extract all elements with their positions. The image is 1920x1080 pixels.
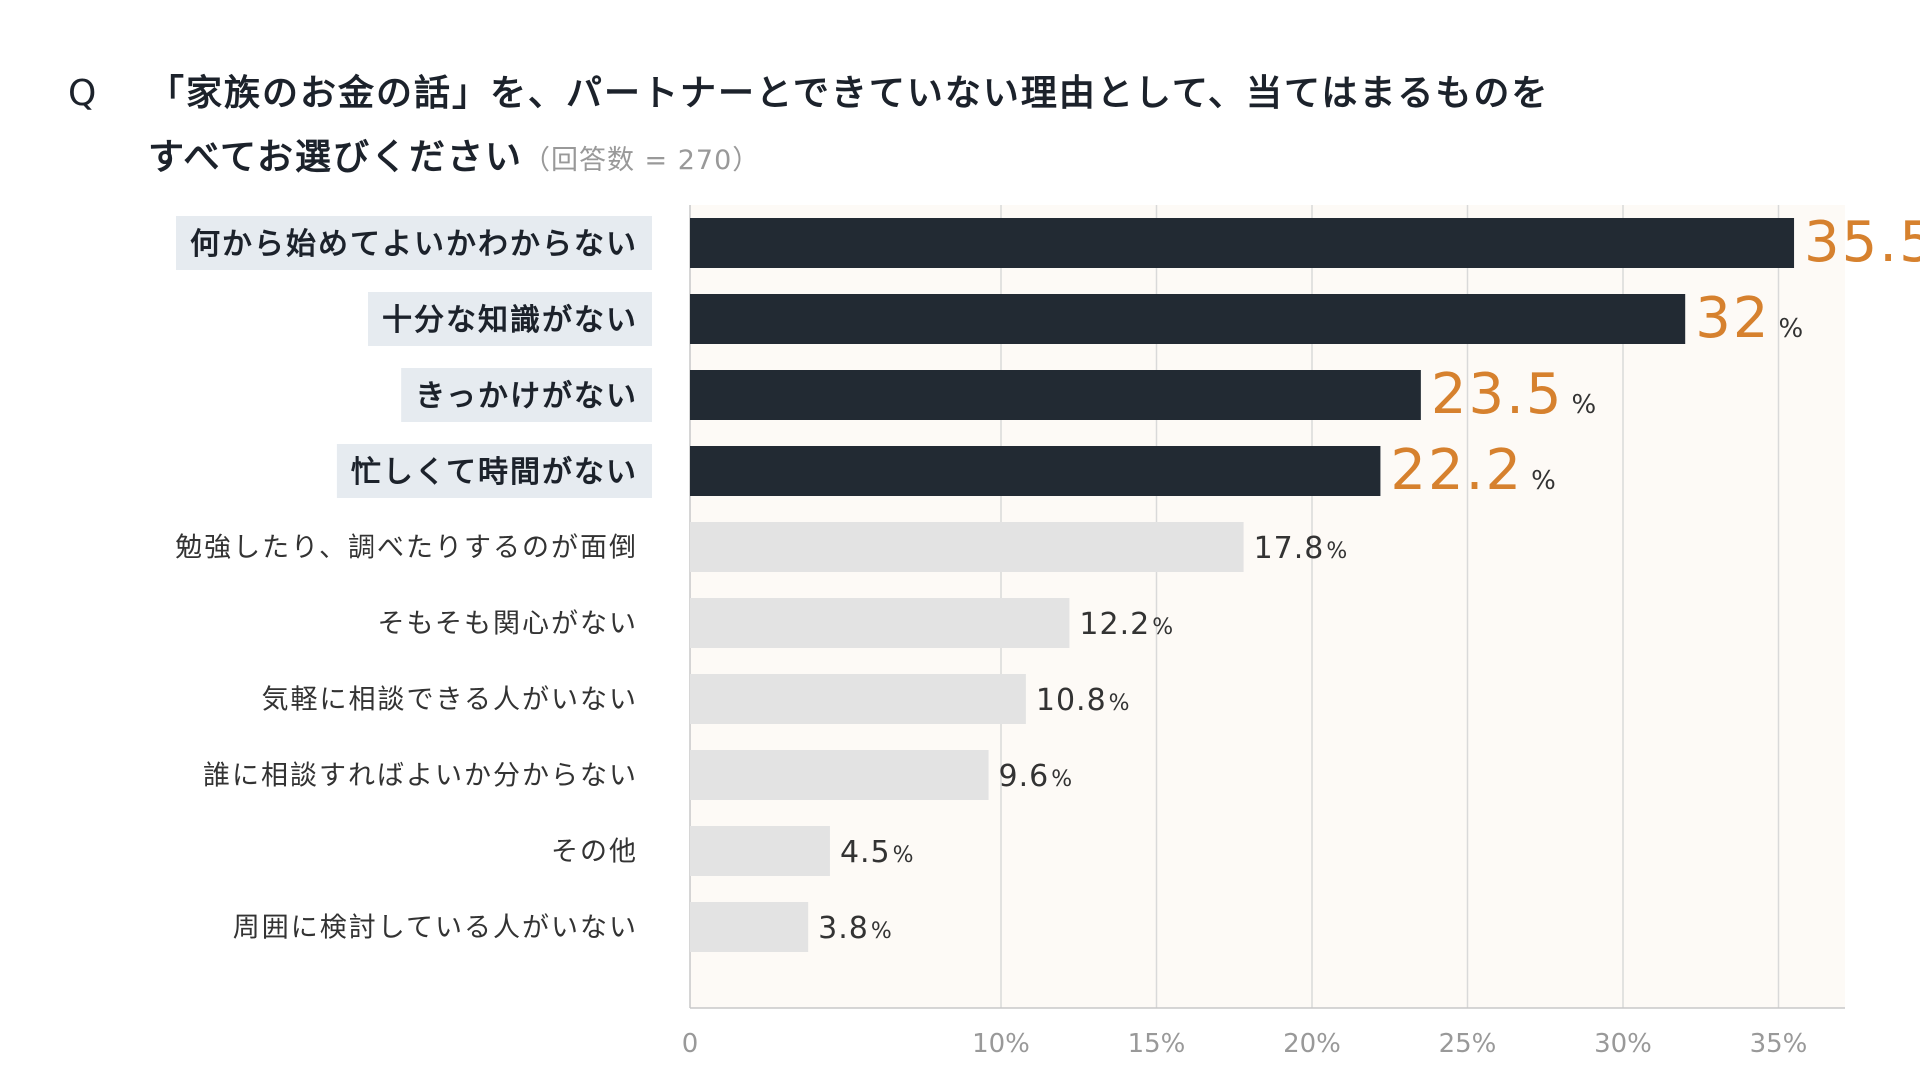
title-text-2: すべてお選びください	[148, 137, 523, 178]
title-line-2: すべてお選びください（回答数 = 270）	[68, 126, 1549, 193]
value-number: 9.6	[999, 759, 1050, 794]
category-label: 忙しくて時間がない	[351, 455, 638, 490]
value-label: 3.8%	[818, 911, 892, 946]
value-label: 23.5%	[1431, 362, 1596, 427]
x-tick-label: 30%	[1594, 1029, 1652, 1059]
bar	[690, 218, 1795, 268]
category-label: 勉強したり、調べたりするのが面倒	[175, 533, 638, 564]
value-number: 22.2	[1390, 438, 1523, 503]
value-number: 3.8	[818, 911, 869, 946]
title-text-1: 「家族のお金の話」を、パートナーとできていない理由として、当てはまるものを	[148, 73, 1550, 114]
value-label: 12.2%	[1079, 607, 1173, 642]
category-label: 周囲に検討している人がいない	[233, 913, 638, 944]
value-unit: %	[1326, 539, 1347, 564]
bar	[690, 446, 1381, 496]
x-tick-label: 0	[682, 1029, 699, 1059]
chart-title: Q 「家族のお金の話」を、パートナーとできていない理由として、当てはまるものを す…	[68, 62, 1549, 193]
value-unit: %	[1572, 390, 1597, 420]
category-label: 誰に相談すればよいか分からない	[203, 761, 638, 792]
respondent-count: （回答数 = 270）	[522, 145, 761, 176]
q-mark: Q	[68, 73, 99, 114]
value-number: 4.5	[840, 835, 891, 870]
category-label-highlight	[401, 368, 652, 422]
category-label: きっかけがない	[415, 379, 638, 414]
value-unit: %	[1778, 314, 1803, 344]
value-number: 12.2	[1079, 607, 1150, 642]
bar	[690, 294, 1686, 344]
value-unit: %	[1531, 466, 1556, 496]
category-label: そもそも関心がない	[378, 609, 638, 640]
x-tick-label: 35%	[1750, 1029, 1808, 1059]
value-number: 17.8	[1254, 531, 1325, 566]
x-tick-label: 10%	[972, 1029, 1030, 1059]
category-label-highlight	[176, 216, 652, 270]
title-line-1: Q 「家族のお金の話」を、パートナーとできていない理由として、当てはまるものを	[68, 62, 1549, 126]
value-unit: %	[1051, 767, 1072, 792]
value-label: 9.6%	[999, 759, 1073, 794]
bar	[690, 902, 809, 952]
x-tick-label: 25%	[1439, 1029, 1497, 1059]
value-label: 10.8%	[1036, 683, 1130, 718]
value-unit: %	[871, 919, 892, 944]
bar	[690, 750, 989, 800]
value-unit: %	[1109, 691, 1130, 716]
category-label: その他	[551, 837, 638, 868]
x-tick-label: 15%	[1128, 1029, 1186, 1059]
category-label-highlight	[336, 444, 652, 498]
value-number: 35.5	[1804, 210, 1920, 275]
value-label: 17.8%	[1254, 531, 1348, 566]
value-label: 22.2%	[1390, 438, 1555, 503]
value-label: 35.5%	[1804, 210, 1920, 275]
value-number: 32	[1695, 286, 1770, 351]
bar	[690, 826, 830, 876]
category-label-highlight	[368, 292, 652, 346]
value-number: 10.8	[1036, 683, 1107, 718]
value-label: 4.5%	[840, 835, 914, 870]
bar	[690, 674, 1026, 724]
value-number: 23.5	[1431, 362, 1564, 427]
bar	[690, 370, 1421, 420]
category-label: 気軽に相談できる人がいない	[262, 685, 638, 716]
bar	[690, 598, 1070, 648]
value-label: 32%	[1695, 286, 1803, 351]
value-unit: %	[893, 843, 914, 868]
category-label: 十分な知識がない	[382, 303, 638, 338]
x-tick-label: 20%	[1283, 1029, 1341, 1059]
category-label: 何から始めてよいかわからない	[190, 227, 638, 262]
value-unit: %	[1152, 615, 1173, 640]
bar	[690, 522, 1244, 572]
